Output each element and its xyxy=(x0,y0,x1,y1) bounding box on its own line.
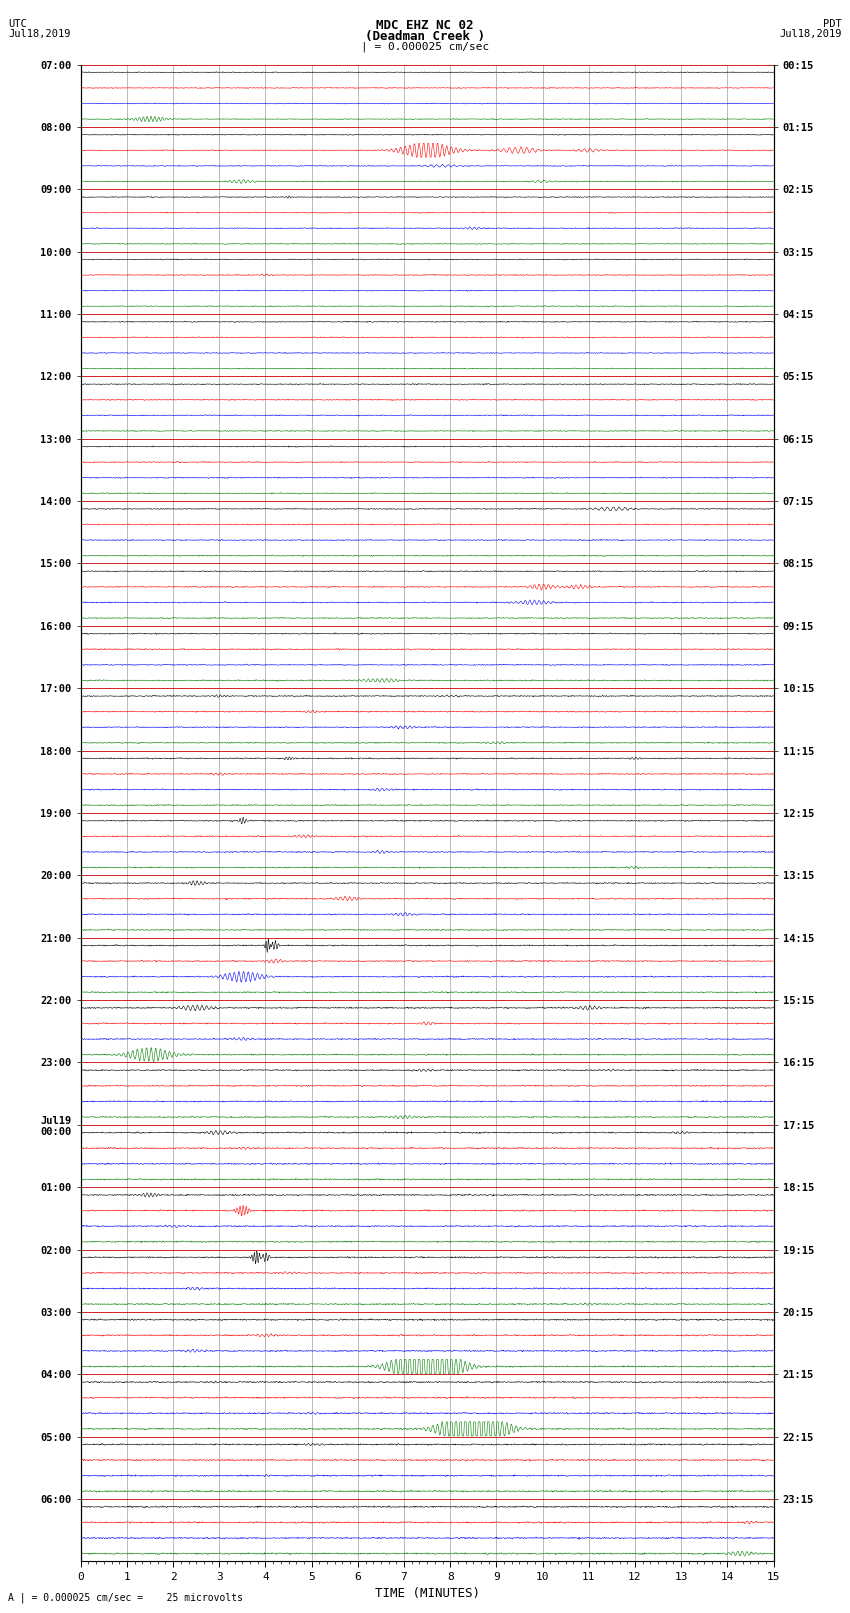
Text: PDT: PDT xyxy=(823,18,842,29)
X-axis label: TIME (MINUTES): TIME (MINUTES) xyxy=(375,1587,479,1600)
Text: UTC: UTC xyxy=(8,18,27,29)
Text: (Deadman Creek ): (Deadman Creek ) xyxy=(365,31,485,44)
Text: MDC EHZ NC 02: MDC EHZ NC 02 xyxy=(377,18,473,32)
Text: Jul18,2019: Jul18,2019 xyxy=(8,29,71,39)
Text: Jul18,2019: Jul18,2019 xyxy=(779,29,842,39)
Text: A | = 0.000025 cm/sec =    25 microvolts: A | = 0.000025 cm/sec = 25 microvolts xyxy=(8,1592,243,1603)
Text: | = 0.000025 cm/sec: | = 0.000025 cm/sec xyxy=(361,40,489,52)
